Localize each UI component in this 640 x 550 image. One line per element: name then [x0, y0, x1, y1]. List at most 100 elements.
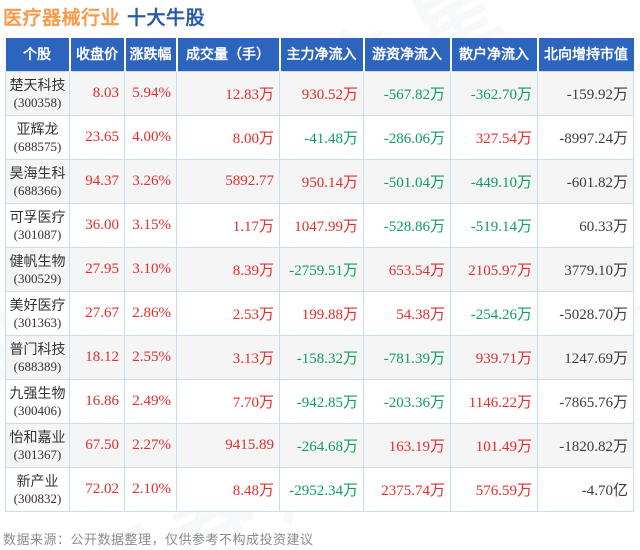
stock-code: (300406): [13, 402, 62, 418]
retail-inflow-cell: -519.14万: [450, 202, 538, 248]
stock-code: (688389): [13, 358, 62, 374]
table-row: 楚天科技 (300358) 8.03 5.94% 12.83万 930.52万 …: [5, 70, 634, 116]
top-stocks-table: 个股 收盘价 涨跌幅 成交量（手） 主力净流入 游资净流入 散户净流入 北向增持…: [5, 38, 634, 512]
stock-cell: 怡和嘉业 (301367): [5, 422, 70, 468]
main-inflow-cell: 199.88万: [279, 290, 364, 336]
volume-cell: 9415.89: [176, 422, 280, 468]
stock-cell: 新产业 (300832): [5, 466, 70, 512]
stock-code: (301087): [13, 226, 62, 242]
close-price-cell: 67.50: [69, 422, 125, 468]
col-header-stock: 个股: [5, 38, 70, 71]
table-row: 昊海生科 (688366) 94.37 3.26% 5892.77 950.14…: [5, 158, 634, 204]
table-row: 新产业 (300832) 72.02 2.10% 8.48万 -2952.34万…: [5, 466, 634, 512]
north-holdings-cell: -1820.82万: [537, 422, 634, 468]
stock-name: 普门科技: [9, 340, 66, 357]
stock-cell: 楚天科技 (300358): [5, 70, 70, 116]
stock-cell: 普门科技 (688389): [5, 334, 70, 380]
table-row: 怡和嘉业 (301367) 67.50 2.27% 9415.89 -264.6…: [5, 422, 634, 468]
change-pct-cell: 4.00%: [124, 114, 177, 160]
stock-cell: 可孚医疗 (301087): [5, 202, 70, 248]
stock-name: 可孚医疗: [9, 208, 66, 225]
table-body: 楚天科技 (300358) 8.03 5.94% 12.83万 930.52万 …: [5, 70, 634, 512]
stock-name: 九强生物: [9, 384, 66, 401]
volume-cell: 2.53万: [176, 290, 280, 336]
north-holdings-cell: 60.33万: [537, 202, 634, 248]
stock-code: (688575): [13, 138, 62, 154]
data-source-note: 数据来源：公开数据整理，仅供参考不构成投资建议: [3, 532, 314, 547]
volume-cell: 8.39万: [176, 246, 280, 292]
stock-name: 昊海生科: [9, 164, 66, 181]
stock-cell: 九强生物 (300406): [5, 378, 70, 424]
main-inflow-cell: -158.32万: [279, 334, 364, 380]
hot-money-cell: 163.19万: [363, 422, 451, 468]
table-header: 个股 收盘价 涨跌幅 成交量（手） 主力净流入 游资净流入 散户净流入 北向增持…: [5, 38, 634, 71]
stock-code: (301363): [13, 314, 62, 330]
retail-inflow-cell: 576.59万: [450, 466, 538, 512]
main-inflow-cell: 950.14万: [279, 158, 364, 204]
change-pct-cell: 2.49%: [124, 378, 177, 424]
hot-money-cell: -286.06万: [363, 114, 451, 160]
north-holdings-cell: -7865.76万: [537, 378, 634, 424]
close-price-cell: 27.95: [69, 246, 125, 292]
col-header-main: 主力净流入: [278, 38, 364, 71]
retail-inflow-cell: -362.70万: [450, 70, 538, 116]
volume-cell: 8.48万: [176, 466, 280, 512]
north-holdings-cell: 1247.69万: [537, 334, 634, 380]
north-holdings-cell: 3779.10万: [537, 246, 634, 292]
retail-inflow-cell: 2105.97万: [450, 246, 538, 292]
hot-money-cell: -203.36万: [363, 378, 451, 424]
change-pct-cell: 2.86%: [124, 290, 177, 336]
col-header-retail: 散户净流入: [449, 38, 538, 71]
page-title: 医疗器械行业 十大牛股: [3, 3, 205, 30]
stock-name: 健帆生物: [9, 252, 66, 269]
table-row: 健帆生物 (300529) 27.95 3.10% 8.39万 -2759.51…: [5, 246, 634, 292]
stock-name: 楚天科技: [9, 76, 66, 93]
retail-inflow-cell: -449.10万: [450, 158, 538, 204]
retail-inflow-cell: 101.49万: [450, 422, 538, 468]
north-holdings-cell: -4.70亿: [537, 466, 634, 512]
col-header-close: 收盘价: [68, 38, 125, 71]
table-row: 美好医疗 (301363) 27.67 2.86% 2.53万 199.88万 …: [5, 290, 634, 336]
main-inflow-cell: -41.48万: [279, 114, 364, 160]
change-pct-cell: 3.15%: [124, 202, 177, 248]
change-pct-cell: 5.94%: [124, 70, 177, 116]
close-price-cell: 23.65: [69, 114, 125, 160]
hot-money-cell: 54.38万: [363, 290, 451, 336]
col-header-volume: 成交量（手）: [175, 38, 280, 71]
title-suffix: 十大牛股: [127, 8, 206, 29]
volume-cell: 5892.77: [176, 158, 280, 204]
close-price-cell: 16.86: [69, 378, 125, 424]
hot-money-cell: -501.04万: [363, 158, 451, 204]
change-pct-cell: 3.10%: [124, 246, 177, 292]
table-row: 普门科技 (688389) 18.12 2.55% 3.13万 -158.32万…: [5, 334, 634, 380]
change-pct-cell: 2.27%: [124, 422, 177, 468]
close-price-cell: 94.37: [69, 158, 125, 204]
stock-name: 美好医疗: [9, 296, 66, 313]
retail-inflow-cell: 327.54万: [450, 114, 538, 160]
hot-money-cell: 653.54万: [363, 246, 451, 292]
hot-money-cell: -781.39万: [363, 334, 451, 380]
stock-cell: 美好医疗 (301363): [5, 290, 70, 336]
close-price-cell: 18.12: [69, 334, 125, 380]
stock-code: (301367): [13, 446, 62, 462]
volume-cell: 1.17万: [176, 202, 280, 248]
stock-code: (688366): [13, 182, 62, 198]
stock-name: 亚辉龙: [16, 120, 59, 137]
main-inflow-cell: 1047.99万: [279, 202, 364, 248]
change-pct-cell: 2.55%: [124, 334, 177, 380]
north-holdings-cell: -159.92万: [537, 70, 634, 116]
volume-cell: 7.70万: [176, 378, 280, 424]
volume-cell: 3.13万: [176, 334, 280, 380]
north-holdings-cell: -601.82万: [537, 158, 634, 204]
main-inflow-cell: -2952.34万: [279, 466, 364, 512]
volume-cell: 12.83万: [176, 70, 280, 116]
table-row: 亚辉龙 (688575) 23.65 4.00% 8.00万 -41.48万 -…: [5, 114, 634, 160]
hot-money-cell: 2375.74万: [363, 466, 451, 512]
col-header-change: 涨跌幅: [123, 38, 177, 71]
stock-code: (300358): [13, 94, 62, 110]
table-row: 九强生物 (300406) 16.86 2.49% 7.70万 -942.85万…: [5, 378, 634, 424]
col-header-hot: 游资净流入: [362, 38, 451, 71]
close-price-cell: 36.00: [69, 202, 125, 248]
stock-code: (300832): [13, 490, 62, 506]
